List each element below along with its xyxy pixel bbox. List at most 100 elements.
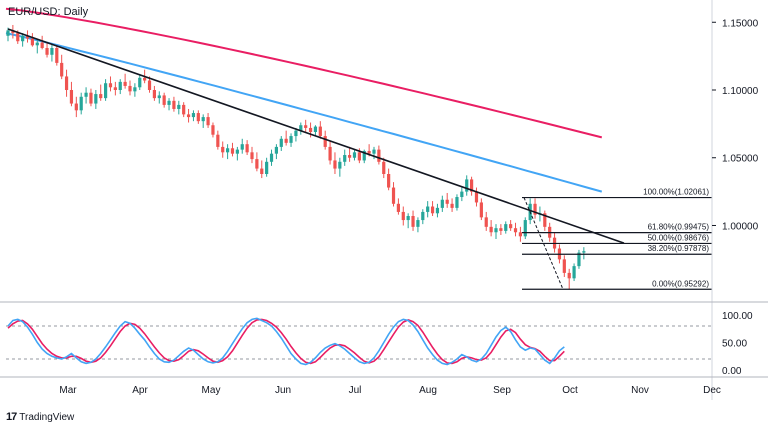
candle (265, 157, 269, 177)
brand-label: TradingView (19, 411, 75, 423)
candle-body (250, 152, 254, 160)
candle (69, 81, 74, 107)
time-tick-label: May (202, 385, 221, 396)
candle (40, 35, 44, 50)
candle-body (343, 155, 347, 162)
candle-body (460, 191, 464, 198)
candle (494, 224, 498, 240)
candle-body (328, 146, 332, 161)
candle (284, 130, 288, 146)
candle (474, 187, 479, 207)
candle (269, 149, 274, 166)
candle (352, 149, 357, 161)
candle (406, 213, 410, 229)
candle-body (211, 125, 215, 135)
candle (294, 127, 298, 142)
candle-body (177, 104, 181, 109)
candle-body (230, 148, 235, 154)
candle (104, 79, 108, 101)
candle-body (509, 224, 513, 229)
candle-body (435, 207, 440, 214)
candle (396, 198, 400, 215)
candle (99, 84, 103, 101)
candle-body (416, 220, 420, 227)
candle (94, 90, 98, 109)
time-tick-label: Oct (562, 385, 578, 396)
candle-body (191, 113, 196, 118)
candle-body (269, 153, 274, 162)
candle (572, 263, 576, 282)
candle (567, 268, 571, 290)
candle (30, 33, 34, 47)
time-tick-label: Aug (419, 385, 437, 396)
candle (543, 210, 547, 231)
candle (240, 138, 244, 154)
candle-body (284, 138, 288, 143)
time-tick-label: Sep (493, 385, 511, 396)
ma-200-line (5, 7, 603, 139)
candle (533, 198, 537, 219)
time-tick-label: Mar (59, 385, 77, 396)
candle (206, 113, 210, 128)
candle-body (25, 35, 30, 39)
candle-body (352, 152, 357, 158)
candle-body (274, 146, 278, 154)
stoch-tick-label: 0.00 (722, 366, 742, 377)
candle (60, 54, 64, 80)
time-tick-label: Nov (631, 385, 649, 396)
candle-body (396, 203, 400, 212)
candle (50, 43, 54, 62)
time-tick-label: Dec (703, 385, 721, 396)
candle (74, 96, 78, 118)
candle-body (221, 146, 225, 153)
candle-body (108, 83, 113, 88)
candle (123, 73, 127, 89)
candle (328, 141, 332, 165)
candle-body (50, 48, 54, 55)
candle (440, 195, 444, 212)
candle-body (64, 76, 69, 90)
candle-body (99, 94, 103, 99)
candle (177, 100, 181, 115)
candle-body (128, 85, 132, 92)
candle (460, 187, 464, 202)
candle (274, 144, 278, 160)
candle (221, 141, 225, 158)
tradingview-logo-icon: 17 (6, 411, 17, 423)
candle-body (206, 117, 210, 126)
candle-body (489, 226, 493, 233)
candle (21, 33, 25, 47)
candle (79, 92, 83, 115)
candle-body (406, 216, 410, 221)
stoch-tick-label: 100.00 (722, 311, 753, 322)
candle (250, 146, 254, 164)
fib-level-label: 0.00%(0.95292) (652, 279, 709, 288)
candle-body (304, 125, 308, 128)
candle (230, 142, 235, 157)
candle (411, 210, 415, 231)
candle (196, 110, 200, 124)
axes-layer: 1.15000 1.10000 1.05000 1.00000 Mar Apr May Jun… (0, 0, 768, 400)
candle (289, 133, 293, 147)
ma-100-line (5, 32, 603, 193)
candle-body (377, 149, 381, 162)
candle-body (255, 159, 259, 169)
candle-body (172, 100, 176, 109)
candle-body (421, 211, 425, 221)
candle-body (260, 168, 264, 174)
candle-body (577, 252, 581, 267)
candle (445, 192, 449, 208)
time-tick-label: Apr (132, 385, 148, 396)
candle-body (562, 259, 566, 273)
candle (172, 96, 176, 112)
candle (582, 247, 586, 260)
candle-body (391, 187, 396, 204)
candle-body (167, 100, 171, 105)
moving-average-layer (5, 7, 603, 193)
candle-body (523, 220, 527, 237)
candle (323, 130, 327, 150)
candle (211, 122, 215, 138)
candle-body (455, 197, 459, 208)
candle-body (84, 92, 88, 97)
candle-body (69, 90, 74, 104)
